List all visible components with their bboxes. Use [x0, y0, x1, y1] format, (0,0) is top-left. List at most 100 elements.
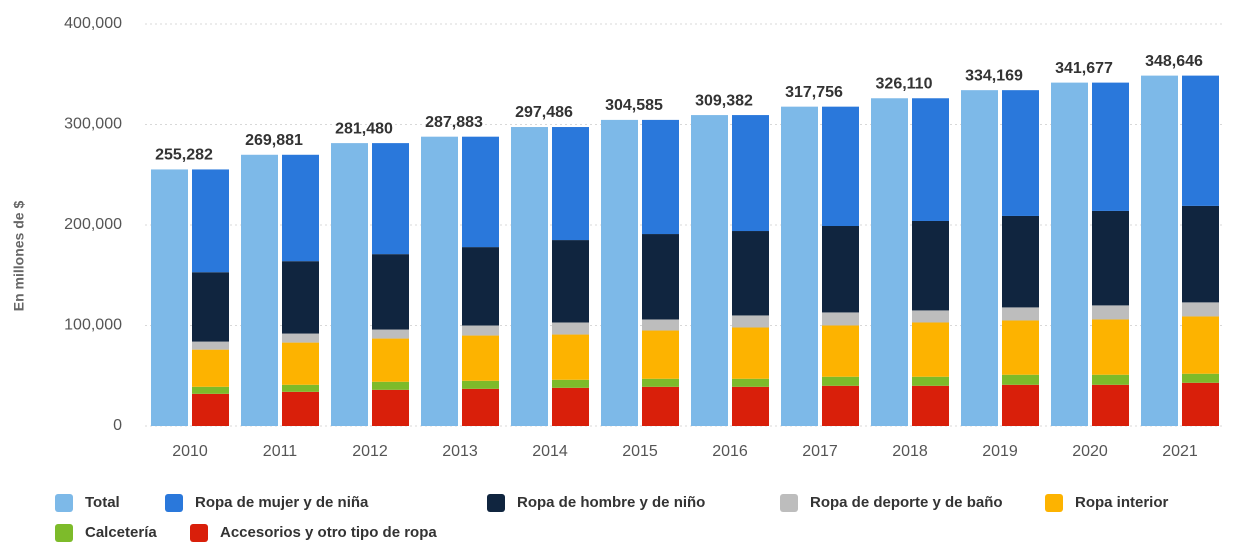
bar: [1092, 210, 1129, 306]
bar: [912, 322, 949, 377]
bar: [732, 327, 769, 379]
bar: [372, 254, 409, 330]
bar: [282, 384, 319, 392]
bar: [822, 376, 859, 386]
bar: [1182, 205, 1219, 303]
bar: [732, 315, 769, 328]
legend-label: Ropa de deporte y de baño: [810, 494, 1003, 511]
bar: [912, 220, 949, 311]
x-tick-label: 2010: [172, 443, 208, 460]
bar: [462, 380, 499, 389]
bar: [732, 386, 769, 426]
value-label: 269,881: [245, 132, 303, 149]
legend-swatch: [55, 524, 73, 542]
bar: [282, 333, 319, 343]
y-tick-label: 100,000: [64, 317, 122, 334]
bar: [282, 261, 319, 334]
bar: [282, 391, 319, 426]
value-label: 309,382: [695, 92, 753, 109]
value-label: 334,169: [965, 67, 1023, 84]
x-tick-label: 2014: [532, 443, 568, 460]
legend-label: Ropa de hombre y de niño: [517, 494, 705, 511]
bar: [1092, 319, 1129, 375]
legend-swatch: [780, 494, 798, 512]
bar: [822, 385, 859, 426]
bar: [871, 98, 908, 426]
bar: [732, 378, 769, 387]
x-tick-label: 2020: [1072, 443, 1108, 460]
legend-label: Accesorios y otro tipo de ropa: [220, 524, 437, 541]
value-label: 326,110: [876, 75, 933, 92]
bar: [552, 379, 589, 388]
bar: [282, 154, 319, 262]
x-tick-label: 2012: [352, 443, 388, 460]
bar: [1182, 75, 1219, 206]
bar: [601, 119, 638, 426]
bar: [282, 342, 319, 385]
bar: [1092, 305, 1129, 320]
bar: [511, 127, 548, 426]
bar: [642, 386, 679, 426]
bar: [1182, 316, 1219, 374]
legend-label: Calcetería: [85, 524, 157, 541]
bar: [372, 338, 409, 382]
bar: [642, 330, 679, 379]
bar: [192, 341, 229, 350]
bar: [961, 90, 998, 426]
bar: [552, 127, 589, 241]
value-label: 341,677: [1055, 60, 1113, 77]
bar: [151, 169, 188, 426]
legend-swatch: [487, 494, 505, 512]
bar: [1002, 307, 1039, 321]
legend-label: Total: [85, 494, 120, 511]
bar: [372, 381, 409, 390]
x-tick-label: 2015: [622, 443, 658, 460]
bar: [822, 226, 859, 313]
y-axis-label: En millones de $: [11, 201, 27, 312]
bar: [192, 349, 229, 387]
bar: [912, 385, 949, 426]
x-tick-label: 2011: [263, 443, 298, 460]
x-tick-label: 2018: [892, 443, 928, 460]
bar: [1002, 384, 1039, 426]
bar: [822, 106, 859, 227]
value-label: 287,883: [425, 114, 483, 131]
x-tick-label: 2013: [442, 443, 478, 460]
bar: [822, 325, 859, 377]
x-tick-label: 2021: [1162, 443, 1198, 460]
y-tick-label: 400,000: [64, 15, 122, 32]
bar: [192, 393, 229, 426]
value-label: 255,282: [155, 147, 213, 164]
value-label: 297,486: [515, 104, 573, 121]
y-tick-label: 200,000: [64, 216, 122, 233]
bar: [331, 143, 368, 426]
bar: [372, 143, 409, 255]
legend-swatch: [1045, 494, 1063, 512]
bar: [1182, 302, 1219, 317]
bar: [462, 325, 499, 336]
bar: [552, 387, 589, 426]
legend-label: Ropa interior: [1075, 494, 1169, 511]
bar: [642, 378, 679, 387]
legend-label: Ropa de mujer y de niña: [195, 494, 369, 511]
bar: [1092, 374, 1129, 385]
bar: [912, 98, 949, 221]
bar: [642, 119, 679, 235]
bar: [552, 322, 589, 335]
bar: [691, 115, 728, 426]
bar: [912, 310, 949, 323]
bar: [462, 247, 499, 326]
bar: [462, 136, 499, 248]
bar: [1002, 374, 1039, 385]
bar: [822, 312, 859, 326]
bar: [732, 231, 769, 316]
bar: [642, 319, 679, 331]
bar: [642, 234, 679, 320]
bar: [241, 154, 278, 426]
bar: [372, 389, 409, 426]
bar: [1002, 90, 1039, 216]
legend-swatch: [55, 494, 73, 512]
y-tick-label: 300,000: [64, 116, 122, 133]
x-tick-label: 2016: [712, 443, 748, 460]
